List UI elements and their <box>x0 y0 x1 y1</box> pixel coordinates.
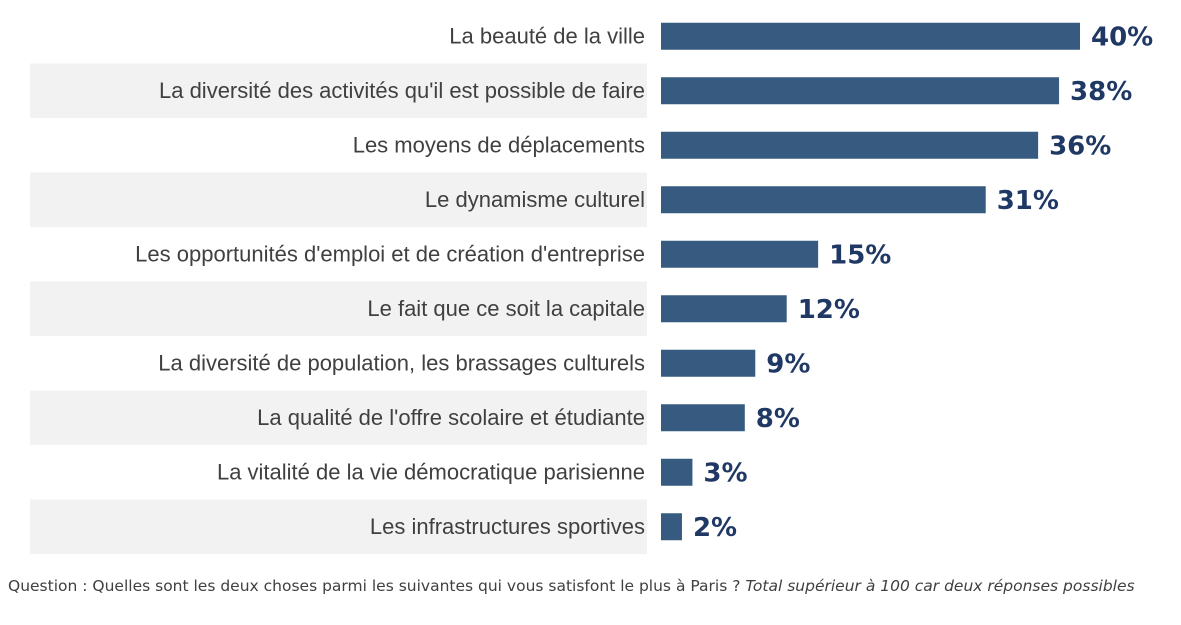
bars <box>661 22 1080 541</box>
category-labels: La beauté de la ville La diversité des ac… <box>135 23 645 539</box>
value-labels: 40% 38% 36% 31% 15% 12% 9% 8% 3% 2% <box>693 22 1153 543</box>
value-label: 36% <box>1049 131 1111 161</box>
category-label: Les moyens de déplacements <box>353 132 645 157</box>
value-label: 38% <box>1070 77 1132 107</box>
value-label: 12% <box>798 295 860 325</box>
value-label: 9% <box>766 349 810 379</box>
category-label: Le fait que ce soit la capitale <box>367 296 645 321</box>
row-bands <box>30 63 647 554</box>
bar <box>661 458 693 486</box>
category-label: La vitalité de la vie démocratique paris… <box>217 459 645 484</box>
value-label: 40% <box>1091 22 1153 52</box>
bar <box>661 186 986 214</box>
value-label: 15% <box>829 240 891 270</box>
category-label: La diversité de population, les brassage… <box>158 350 645 375</box>
row-band <box>30 390 647 445</box>
row-band <box>30 172 647 227</box>
row-band <box>30 281 647 336</box>
row-band <box>30 499 647 554</box>
category-label: Les opportunités d'emploi et de création… <box>135 241 645 266</box>
bar <box>661 513 682 541</box>
bar <box>661 240 819 268</box>
category-label: Le dynamisme culturel <box>425 187 645 212</box>
row-band <box>30 63 647 118</box>
bar <box>661 22 1080 50</box>
footnote: Question : Quelles sont les deux choses … <box>8 575 1168 597</box>
value-label: 31% <box>997 186 1059 216</box>
bar <box>661 131 1039 159</box>
bar <box>661 349 756 377</box>
value-label: 2% <box>693 513 737 543</box>
bar <box>661 77 1060 105</box>
footnote-note: Total supérieur à 100 car deux réponses … <box>745 577 1135 595</box>
value-label: 3% <box>703 458 747 488</box>
bar <box>661 404 745 432</box>
category-label: Les infrastructures sportives <box>370 514 645 539</box>
value-label: 8% <box>756 404 800 434</box>
category-label: La beauté de la ville <box>449 23 645 48</box>
footnote-question: Question : Quelles sont les deux choses … <box>8 577 746 595</box>
category-label: La diversité des activités qu'il est pos… <box>159 78 645 103</box>
bar-chart: La beauté de la ville La diversité des ac… <box>30 22 1153 554</box>
category-label: La qualité de l'offre scolaire et étudia… <box>257 405 645 430</box>
bar <box>661 295 787 323</box>
